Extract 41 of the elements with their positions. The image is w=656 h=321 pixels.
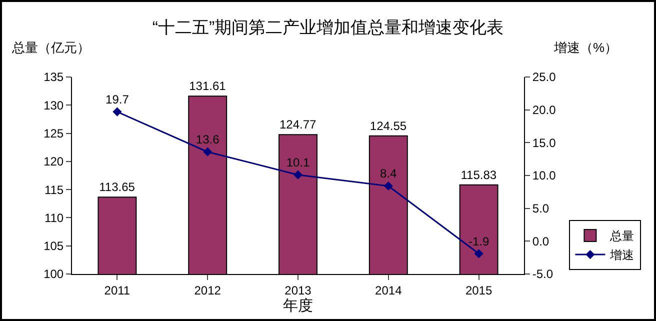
y-tick-label: 125 (44, 126, 64, 140)
y2-tick-label: 5.0 (532, 202, 550, 216)
y2-tick-label: -5.0 (532, 267, 554, 282)
data-label: 113.65 (99, 180, 136, 194)
y2-tick-label: 25.0 (532, 70, 556, 84)
x-tick-label: 2012 (194, 283, 222, 298)
y-tick-label: 110 (44, 210, 64, 225)
point (474, 249, 484, 258)
legend-label: 增速 (609, 248, 634, 262)
data-label: 115.83 (460, 168, 497, 182)
point (112, 107, 122, 116)
y2-tick-label: 15.0 (532, 136, 556, 150)
legend-label: 总量 (609, 229, 634, 244)
x-axis-title: 年度 (283, 297, 313, 314)
y-tick-label: 135 (44, 70, 64, 84)
y2-axis-title: 增速（%） (553, 40, 618, 55)
point (203, 147, 212, 156)
y-tick-label: 100 (44, 267, 64, 282)
point (384, 181, 393, 191)
data-label: 10.1 (286, 155, 310, 170)
y2-tick-label: 20.0 (532, 103, 556, 118)
point (293, 170, 303, 180)
data-label: 131.61 (189, 79, 226, 94)
data-label: 19.7 (106, 92, 130, 106)
data-label: 8.4 (380, 166, 398, 181)
data-label: 124.77 (279, 118, 317, 132)
x-tick-label: 2014 (375, 283, 402, 298)
y2-tick-label: 0.0 (532, 234, 550, 248)
x-tick-label: 2011 (104, 283, 130, 298)
y2-tick-label: 10.0 (532, 168, 556, 183)
y-tick-label: 115 (44, 182, 64, 197)
chart-title: “十二五”期间第二产业增加值总量和增速变化表 (152, 18, 504, 37)
x-tick-label: 2013 (284, 283, 312, 298)
data-label: 124.55 (370, 118, 407, 133)
y-tick-label: 130 (44, 98, 64, 112)
data-label: -1.9 (468, 234, 490, 248)
y-axis-title: 总量（亿元） (11, 40, 90, 55)
y-tick-label: 120 (44, 154, 64, 169)
x-tick-label: 2015 (465, 283, 492, 298)
y-tick-label: 105 (44, 239, 64, 254)
data-label: 13.6 (196, 132, 220, 146)
